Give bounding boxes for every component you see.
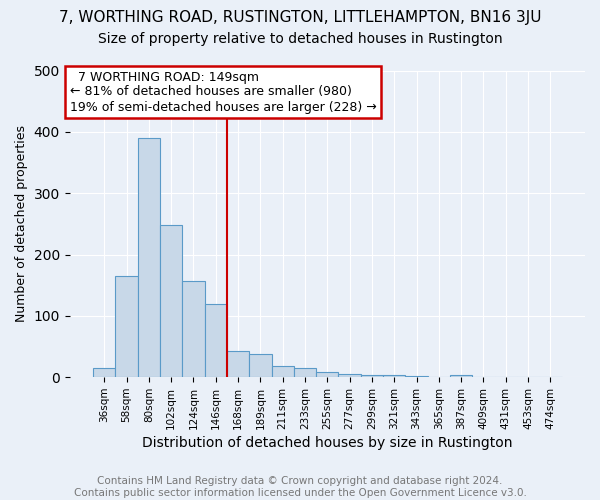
Bar [272,366,294,377]
X-axis label: Distribution of detached houses by size in Rustington: Distribution of detached houses by size … [142,436,512,450]
Text: Contains HM Land Registry data © Crown copyright and database right 2024.
Contai: Contains HM Land Registry data © Crown c… [74,476,526,498]
Bar [406,376,428,377]
Bar [249,354,272,377]
Text: 7, WORTHING ROAD, RUSTINGTON, LITTLEHAMPTON, BN16 3JU: 7, WORTHING ROAD, RUSTINGTON, LITTLEHAMP… [59,10,541,25]
Text: Size of property relative to detached houses in Rustington: Size of property relative to detached ho… [98,32,502,46]
Bar [160,225,182,377]
Bar [205,304,227,377]
Bar [294,368,316,377]
Bar [494,376,517,377]
Bar [182,281,205,377]
Bar [428,376,450,377]
Bar [316,372,338,377]
Y-axis label: Number of detached properties: Number of detached properties [15,126,28,322]
Bar [450,375,472,377]
Bar [338,374,361,377]
Bar [472,376,494,377]
Text: 7 WORTHING ROAD: 149sqm
← 81% of detached houses are smaller (980)
19% of semi-d: 7 WORTHING ROAD: 149sqm ← 81% of detache… [70,70,376,114]
Bar [383,376,406,377]
Bar [93,368,115,377]
Bar [517,376,539,377]
Bar [361,376,383,377]
Bar [227,351,249,377]
Bar [137,138,160,377]
Bar [115,276,137,377]
